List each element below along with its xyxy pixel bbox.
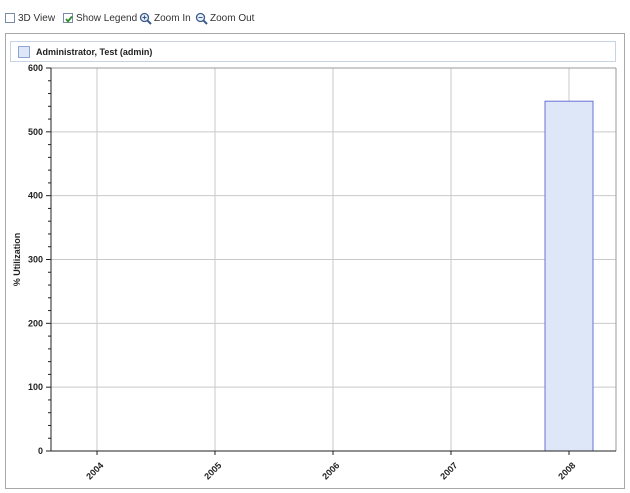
- view-3d-label: 3D View: [18, 12, 56, 24]
- x-tick-label: 2005: [202, 460, 223, 481]
- y-tick-label: 400: [28, 191, 43, 201]
- zoom-out-button[interactable]: Zoom Out: [195, 11, 254, 25]
- show-legend-toggle[interactable]: Show Legend: [63, 11, 137, 25]
- y-tick-label: 100: [28, 382, 43, 392]
- show-legend-label: Show Legend: [76, 12, 138, 24]
- y-tick-label: 300: [28, 255, 43, 265]
- x-tick-label: 2008: [556, 460, 577, 481]
- show-legend-checkbox[interactable]: [63, 13, 73, 23]
- y-tick-label: 200: [28, 318, 43, 328]
- zoom-out-label: Zoom Out: [210, 12, 255, 24]
- legend-label: Administrator, Test (admin): [36, 46, 153, 57]
- view-3d-checkbox[interactable]: [5, 13, 15, 23]
- chart-frame: [5, 33, 625, 489]
- grid-lines: [51, 67, 617, 452]
- bar-2008: [544, 100, 594, 452]
- x-tick-label: 2006: [320, 460, 341, 481]
- legend-swatch: [18, 45, 30, 58]
- bars: [544, 100, 594, 452]
- x-tick-label: 2004: [84, 460, 105, 481]
- chart-toolbar: 3D View Show Legend Zoom In Zoom Out: [0, 0, 630, 26]
- zoom-in-button[interactable]: Zoom In: [139, 11, 191, 25]
- y-tick-label: 0: [38, 446, 43, 456]
- zoom-out-icon: [195, 12, 208, 25]
- y-tick-label: 500: [28, 127, 43, 137]
- x-tick-label: 2007: [438, 460, 459, 481]
- zoom-in-icon: [139, 12, 152, 25]
- zoom-in-label: Zoom In: [154, 12, 191, 24]
- y-tick-label: 600: [28, 63, 43, 73]
- view-3d-toggle[interactable]: 3D View: [5, 11, 55, 25]
- chart-legend: Administrator, Test (admin): [10, 41, 616, 62]
- axes: [46, 67, 616, 455]
- checkmark-icon: [65, 15, 73, 23]
- y-axis-title: % Utilization: [12, 233, 22, 287]
